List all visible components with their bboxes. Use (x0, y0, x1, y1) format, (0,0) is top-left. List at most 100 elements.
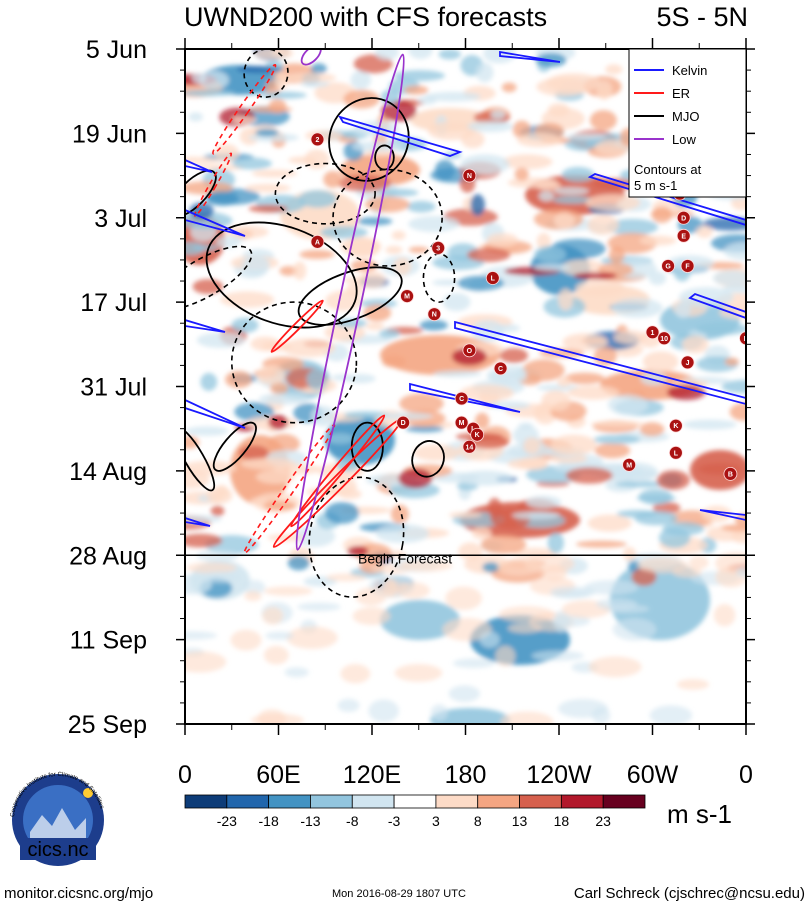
anomaly-cell (575, 279, 625, 297)
x-tick-label: 120W (526, 761, 592, 789)
anomaly-cell (729, 403, 746, 421)
tc-marker: B (723, 466, 738, 481)
y-tick-label: 5 Jun (86, 36, 147, 64)
tc-label: J (686, 360, 690, 367)
colorbar-label: 3 (432, 813, 440, 829)
tc-symbol-icon (645, 325, 660, 340)
tc-symbol-icon (462, 343, 477, 358)
tc-marker: M (622, 457, 637, 472)
anomaly-cell (393, 257, 412, 276)
anomaly-cell (735, 566, 746, 578)
colorbar-swatch (184, 794, 228, 809)
anomaly-cell (324, 502, 360, 524)
mjo-contour (185, 169, 217, 218)
anomaly-cell (245, 183, 291, 193)
anomaly-cell (482, 562, 500, 573)
tc-symbol-icon (739, 331, 746, 346)
anomaly-cell (391, 230, 406, 240)
anomaly-cell (675, 301, 691, 319)
anomaly-cell (326, 433, 354, 444)
anomaly-cell (240, 458, 297, 470)
anomaly-cell (323, 170, 343, 188)
tc-label: L (787, 48, 792, 55)
anomaly-cell (230, 629, 262, 651)
y-tick-label: 25 Sep (68, 711, 147, 739)
anomaly-cell (587, 214, 619, 235)
anomaly-cell (350, 70, 372, 90)
y-tick-label: 11 Sep (70, 627, 147, 655)
tc-label: M (404, 294, 410, 301)
anomaly-cell (185, 181, 233, 195)
anomaly-patch (380, 600, 460, 640)
anomaly-cell (185, 436, 200, 449)
anomaly-cell (192, 279, 224, 295)
anomaly-cell (495, 645, 516, 667)
anomaly-cell (448, 511, 483, 518)
anomaly-cell (501, 82, 517, 93)
anomaly-cell (526, 495, 562, 509)
anomaly-cell (605, 64, 623, 75)
mjo-contour-negative (332, 168, 443, 267)
anomaly-cell (713, 604, 736, 627)
anomaly-cell (536, 232, 551, 250)
anomaly-cell (547, 532, 564, 554)
anomaly-cell (498, 606, 555, 623)
anomaly-cell (565, 467, 613, 484)
anomaly-cell (282, 338, 336, 358)
tc-marker: F (680, 259, 695, 273)
tc-marker: 8 (747, 467, 760, 480)
anomaly-cell (486, 233, 519, 248)
anomaly-cell (389, 482, 440, 499)
mjo-contour (328, 97, 410, 182)
anomaly-cell (594, 139, 632, 156)
anomaly-cell (287, 555, 310, 571)
tc-label: D (401, 420, 406, 427)
tc-label: 10 (660, 336, 668, 343)
anomaly-cell (381, 355, 406, 368)
colorbar-label: 8 (474, 813, 482, 829)
anomaly-cell (225, 370, 253, 389)
kelvin-contour (185, 319, 226, 333)
anomaly-cell (251, 169, 298, 178)
tc-marker: E (676, 228, 691, 243)
tc-label: A (315, 239, 320, 246)
anomaly-cell (326, 573, 367, 582)
anomaly-cell (364, 196, 410, 213)
footer-timestamp: Mon 2016-08-29 1807 UTC (332, 888, 466, 900)
anomaly-cell (286, 626, 338, 649)
anomaly-cell (293, 261, 307, 281)
anomaly-cell (283, 72, 337, 83)
legend: Kelvin ER MJO Low Contours at 5 m s-1 (628, 48, 747, 198)
tc-symbol-icon (622, 457, 637, 472)
tc-marker: C (493, 361, 508, 376)
colorbar-label: -8 (346, 813, 359, 829)
anomaly-cell (584, 580, 639, 595)
anomaly-cell (608, 394, 648, 416)
anomaly-cell (639, 235, 677, 246)
anomaly-cell (531, 650, 584, 661)
anomaly-cell (185, 460, 237, 476)
tc-symbol-icon (723, 466, 738, 481)
low-contour (300, 49, 322, 66)
tc-symbol-icon (431, 240, 446, 255)
anomaly-cell (448, 685, 481, 703)
mjo-contour (411, 440, 445, 478)
tc-label: M (626, 462, 632, 469)
anomaly-cell (608, 246, 625, 264)
anomaly-cell (355, 587, 387, 606)
colorbar-label: 18 (554, 813, 570, 829)
tc-symbol-icon (427, 307, 442, 322)
colorbar-swatch (226, 794, 270, 809)
tc-symbol-icon (310, 132, 325, 147)
kelvin-contour (688, 292, 746, 319)
anomaly-cell (593, 346, 617, 366)
anomaly-cell (406, 200, 436, 213)
anomaly-cell (267, 433, 300, 454)
forecast-label: Begin Forecast (358, 550, 452, 566)
tc-label: O (467, 348, 473, 355)
tc-label: L (491, 276, 496, 283)
anomaly-cell (702, 217, 746, 231)
anomaly-cell (649, 705, 693, 724)
anomaly-cell (236, 65, 283, 73)
chart-title: UWND200 with CFS forecasts (184, 2, 547, 32)
